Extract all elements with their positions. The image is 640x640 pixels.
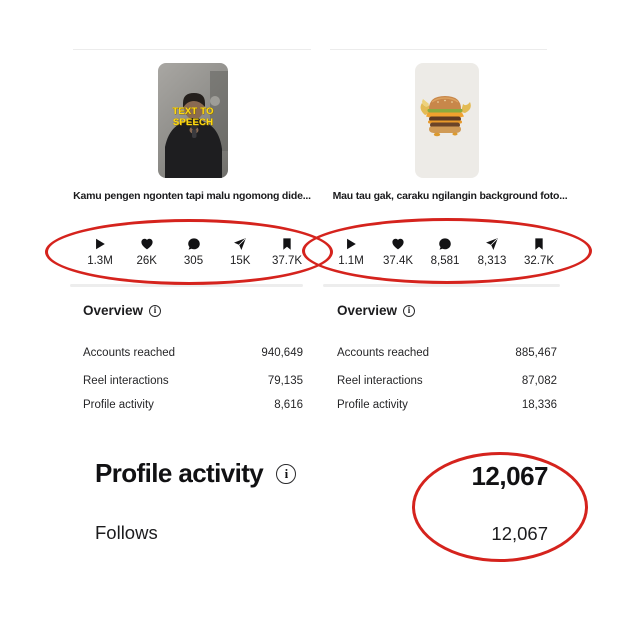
stat-shares: 15K: [217, 237, 263, 267]
metric-row: Profile activity 8,616: [83, 399, 303, 411]
stat-saves: 32.7K: [516, 237, 562, 267]
metric-value: 79,135: [267, 375, 303, 387]
share-icon: [485, 237, 499, 251]
stat-comments: 305: [171, 237, 217, 267]
bookmark-icon: [532, 237, 546, 251]
divider: [323, 284, 560, 287]
metric-value: 940,649: [261, 347, 303, 359]
comment-icon: [438, 237, 452, 251]
share-icon: [233, 237, 247, 251]
profile-activity-title: Profile activity i: [95, 458, 297, 489]
overview-title-2: Overview i: [337, 303, 416, 318]
stats-row-2: 1.1M 37.4K 8,581 8,313 32.7K: [328, 237, 562, 267]
overview-title-1: Overview i: [83, 303, 162, 318]
info-icon[interactable]: i: [149, 304, 162, 317]
burger-image: [420, 96, 471, 137]
divider: [70, 284, 303, 287]
info-icon[interactable]: i: [403, 304, 416, 317]
reel-caption-1: Kamu pengen ngonten tapi malu ngomong di…: [73, 190, 311, 202]
stat-value: 26K: [136, 255, 157, 267]
metric-label: Reel interactions: [83, 375, 169, 387]
play-icon: [344, 237, 358, 251]
stat-likes: 26K: [124, 237, 170, 267]
stat-value: 305: [183, 255, 204, 267]
stat-value: 37.4K: [382, 255, 414, 267]
reel-thumbnail-1[interactable]: TEXT TO SPEECH: [158, 63, 228, 178]
metric-value: 8,616: [274, 399, 303, 411]
reel-thumbnail-2[interactable]: [415, 63, 479, 178]
comment-icon: [187, 237, 201, 251]
follows-label: Follows: [95, 522, 158, 543]
stat-value: 8,313: [477, 255, 507, 267]
metric-label: Accounts reached: [337, 347, 430, 359]
stat-value: 8,581: [430, 255, 460, 267]
stat-likes: 37.4K: [375, 237, 421, 267]
stat-value: 37.7K: [271, 255, 303, 267]
profile-activity-total: 12,067: [471, 461, 548, 491]
metric-label: Profile activity: [83, 399, 154, 411]
metric-value: 18,336: [521, 399, 557, 411]
info-icon[interactable]: i: [276, 463, 297, 484]
stat-plays: 1.3M: [77, 237, 123, 267]
thumbnail-overlay-text: TEXT TO SPEECH: [172, 106, 214, 128]
stat-value: 1.3M: [87, 255, 113, 267]
stats-row-1: 1.3M 26K 305 15K 37.7K: [77, 237, 310, 267]
metric-value: 885,467: [515, 347, 557, 359]
metric-row: Accounts reached 885,467: [337, 347, 557, 359]
stat-value: 15K: [230, 255, 251, 267]
divider: [330, 49, 547, 50]
play-icon: [93, 237, 107, 251]
heart-icon: [391, 237, 405, 251]
metric-label: Profile activity: [337, 399, 408, 411]
stat-value: 1.1M: [338, 255, 364, 267]
profile-activity-title-text: Profile activity: [95, 458, 264, 488]
metric-row: Reel interactions 79,135: [83, 375, 303, 387]
man-with-microphone-image: [165, 71, 228, 178]
metric-value: 87,082: [521, 375, 557, 387]
stat-plays: 1.1M: [328, 237, 374, 267]
divider: [73, 49, 311, 50]
follows-value: 12,067: [491, 523, 548, 544]
metric-row: Profile activity 18,336: [337, 399, 557, 411]
metric-label: Reel interactions: [337, 375, 423, 387]
reel-caption-2: Mau tau gak, caraku ngilangin background…: [332, 190, 568, 202]
stat-comments: 8,581: [422, 237, 468, 267]
metric-row: Accounts reached 940,649: [83, 347, 303, 359]
stat-shares: 8,313: [469, 237, 515, 267]
bookmark-icon: [280, 237, 294, 251]
metric-label: Accounts reached: [83, 347, 176, 359]
overview-title-text: Overview: [83, 303, 144, 318]
stat-value: 32.7K: [523, 255, 555, 267]
stat-saves: 37.7K: [264, 237, 310, 267]
metric-row: Reel interactions 87,082: [337, 375, 557, 387]
heart-icon: [140, 237, 154, 251]
overview-title-text: Overview: [337, 303, 398, 318]
